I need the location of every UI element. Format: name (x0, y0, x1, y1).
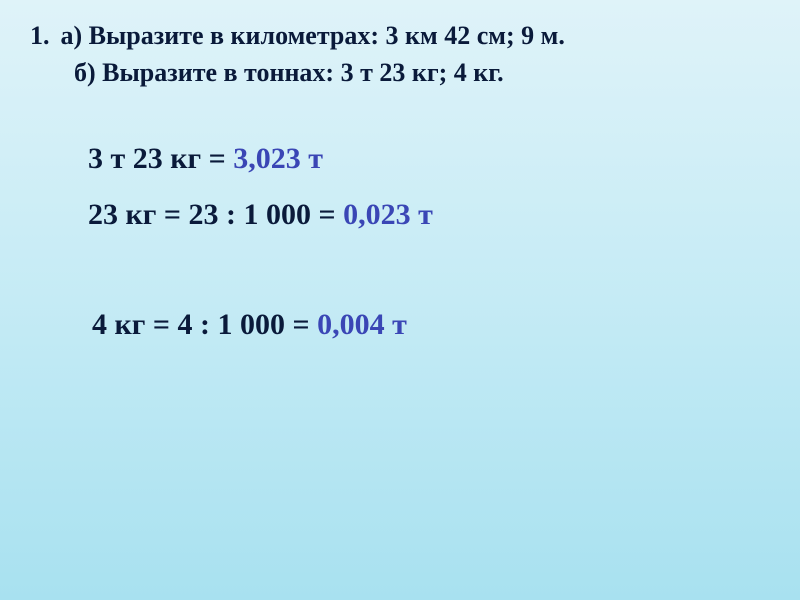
list-number: 1. (30, 18, 48, 53)
slide-content: 1. а) Выразите в километрах: 3 км 42 см;… (0, 0, 800, 342)
work1-line1-answer: 3,023 т (233, 142, 323, 175)
work1-line2: 23 кг = 23 : 1 000 = 0,023 т (88, 198, 770, 232)
work1-line1: 3 т 23 кг = 3,023 т (88, 142, 770, 176)
work-block-1: 3 т 23 кг = 3,023 т 23 кг = 23 : 1 000 =… (88, 142, 770, 232)
problem-line-b: б) Выразите в тоннах: 3 т 23 кг; 4 кг. (74, 55, 770, 90)
work2-line1-left: 4 кг = 4 : 1 000 = (92, 308, 317, 341)
work1-line2-answer: 0,023 т (343, 198, 433, 231)
work-block-2: 4 кг = 4 : 1 000 = 0,004 т (92, 308, 770, 342)
work2-line1-answer: 0,004 т (317, 308, 407, 341)
problem-b-text: б) Выразите в тоннах: 3 т 23 кг; 4 кг. (74, 58, 504, 87)
problem-line-a: 1. а) Выразите в километрах: 3 км 42 см;… (30, 18, 770, 53)
work2-line1: 4 кг = 4 : 1 000 = 0,004 т (92, 308, 770, 342)
work1-line1-left: 3 т 23 кг = (88, 142, 233, 175)
problem-a-text: а) Выразите в километрах: 3 км 42 см; 9 … (61, 21, 565, 50)
work1-line2-left: 23 кг = 23 : 1 000 = (88, 198, 343, 231)
